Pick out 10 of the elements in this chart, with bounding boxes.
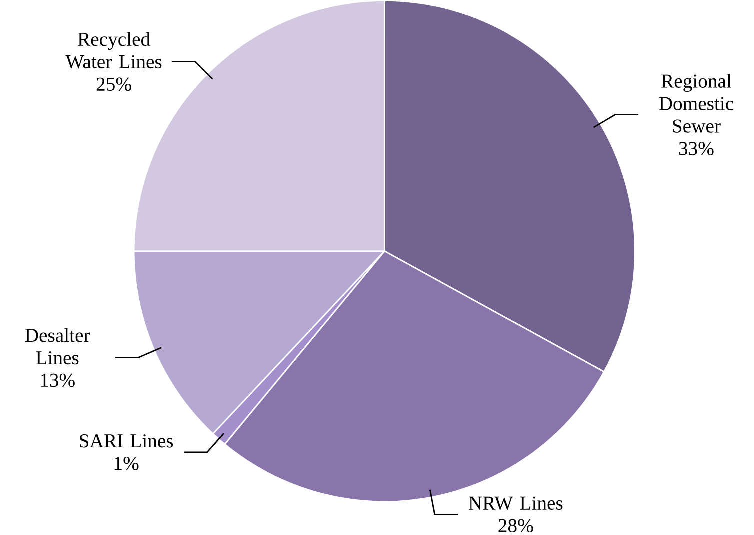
- data-label: 1%: [114, 456, 139, 470]
- slice-label: Regional Domestic Sewer: [659, 74, 734, 133]
- data-label: 28%: [498, 519, 534, 532]
- slice-label: SARI Lines: [80, 434, 174, 448]
- data-label: 25%: [96, 78, 132, 91]
- slice-label: Desalter Lines: [25, 328, 90, 364]
- slice-label: Recycled Water Lines: [66, 32, 162, 69]
- data-label: 13%: [41, 374, 75, 388]
- slice-label: NRW Lines: [468, 496, 563, 510]
- data-label: 33%: [679, 142, 714, 156]
